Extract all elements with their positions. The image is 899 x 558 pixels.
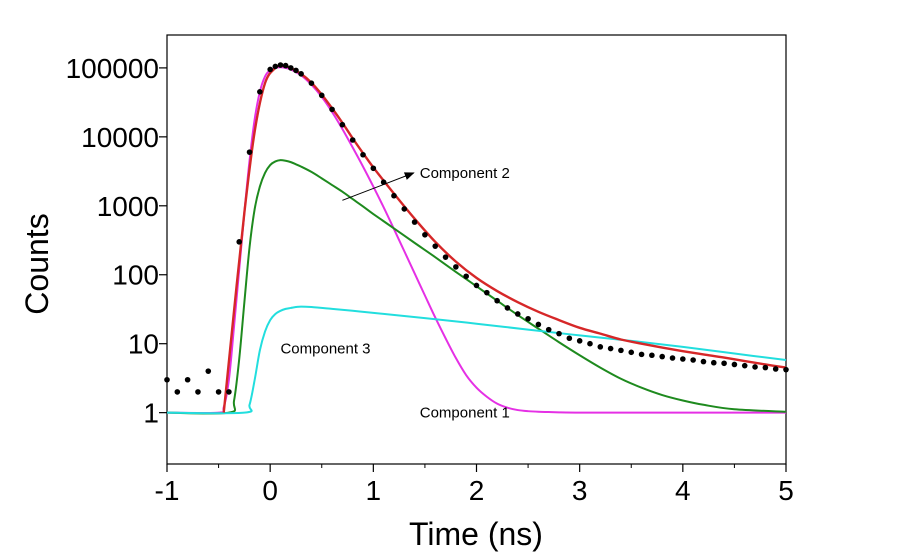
data-point bbox=[318, 92, 325, 99]
data-point bbox=[226, 389, 232, 395]
y-tick-label: 1 bbox=[143, 398, 159, 429]
data-point bbox=[401, 206, 408, 212]
data-point bbox=[628, 349, 635, 356]
annotation-label: Component 2 bbox=[420, 165, 510, 182]
data-points-series bbox=[164, 62, 789, 395]
x-tick-label: 1 bbox=[366, 475, 382, 506]
y-tick-label: 10 bbox=[128, 329, 159, 360]
data-point bbox=[282, 62, 289, 69]
data-point bbox=[484, 289, 490, 296]
data-point bbox=[432, 243, 439, 249]
data-point bbox=[721, 360, 727, 367]
data-point bbox=[298, 71, 304, 77]
x-tick-label: -1 bbox=[155, 475, 180, 506]
data-point bbox=[164, 376, 170, 383]
data-point bbox=[360, 151, 366, 158]
data-point bbox=[752, 364, 758, 370]
x-axis: -1 0 1 2 3 4 5 bbox=[155, 464, 794, 506]
data-point bbox=[277, 62, 284, 68]
data-point bbox=[597, 344, 604, 350]
data-point bbox=[257, 89, 263, 95]
data-point bbox=[215, 389, 222, 395]
data-point bbox=[783, 366, 789, 373]
data-point bbox=[267, 66, 273, 73]
data-point bbox=[184, 376, 191, 383]
annotation-label: Component 3 bbox=[280, 341, 370, 358]
data-point bbox=[649, 352, 655, 359]
data-point bbox=[391, 192, 397, 199]
y-tick-label: 1000 bbox=[97, 191, 159, 222]
y-tick-label: 100000 bbox=[66, 53, 159, 84]
x-axis-title: Time (ns) bbox=[409, 516, 543, 552]
component-3-curve bbox=[166, 305, 787, 415]
data-point bbox=[545, 326, 552, 333]
data-point bbox=[236, 239, 243, 245]
y-axis: 1 10 100 1000 10000 100000 bbox=[66, 53, 167, 429]
data-point bbox=[700, 358, 707, 365]
data-point bbox=[762, 364, 769, 371]
y-tick-label: 100 bbox=[112, 260, 159, 291]
data-point bbox=[463, 273, 469, 280]
data-point bbox=[525, 315, 531, 322]
data-point bbox=[442, 254, 449, 260]
data-point bbox=[514, 311, 521, 317]
data-point bbox=[272, 63, 279, 70]
x-tick-label: 2 bbox=[469, 475, 485, 506]
data-point bbox=[607, 345, 614, 352]
series-layer bbox=[164, 62, 789, 415]
data-point bbox=[308, 80, 315, 86]
data-point bbox=[473, 282, 480, 289]
data-point bbox=[329, 106, 335, 113]
data-point bbox=[453, 264, 459, 270]
x-tick-label: 3 bbox=[572, 475, 588, 506]
data-point bbox=[205, 368, 212, 374]
data-point bbox=[659, 353, 665, 360]
x-tick-label: 0 bbox=[262, 475, 278, 506]
data-point bbox=[710, 359, 717, 366]
annotation-arrow bbox=[342, 172, 415, 201]
data-point bbox=[288, 65, 294, 71]
data-point bbox=[504, 305, 511, 311]
data-point bbox=[174, 389, 181, 395]
y-axis-title: Counts bbox=[19, 213, 55, 314]
data-point bbox=[349, 137, 356, 143]
data-point bbox=[494, 297, 500, 304]
annotation-label: Component 1 bbox=[420, 405, 510, 422]
component-1-curve bbox=[166, 66, 786, 415]
data-point bbox=[246, 149, 253, 155]
data-point bbox=[731, 361, 738, 368]
annotations-layer: Component 2 Component 3 Component 1 bbox=[280, 165, 509, 422]
data-point bbox=[293, 67, 299, 74]
data-point bbox=[680, 356, 686, 362]
data-point bbox=[618, 347, 624, 354]
data-point bbox=[411, 219, 418, 225]
x-tick-label: 5 bbox=[778, 475, 794, 506]
data-point bbox=[772, 366, 779, 372]
data-point bbox=[690, 357, 696, 363]
data-point bbox=[669, 355, 676, 361]
y-tick-label: 10000 bbox=[81, 122, 159, 153]
data-point bbox=[556, 330, 562, 337]
data-point bbox=[587, 340, 593, 347]
data-point bbox=[741, 362, 748, 369]
data-point bbox=[535, 321, 542, 328]
data-point bbox=[370, 165, 377, 172]
data-point bbox=[566, 335, 573, 342]
data-point bbox=[638, 351, 645, 358]
data-point bbox=[339, 121, 346, 128]
data-point bbox=[576, 338, 583, 344]
data-point bbox=[422, 231, 428, 238]
data-point bbox=[195, 389, 201, 395]
x-tick-label: 4 bbox=[675, 475, 691, 506]
component-2-curve bbox=[166, 159, 787, 415]
